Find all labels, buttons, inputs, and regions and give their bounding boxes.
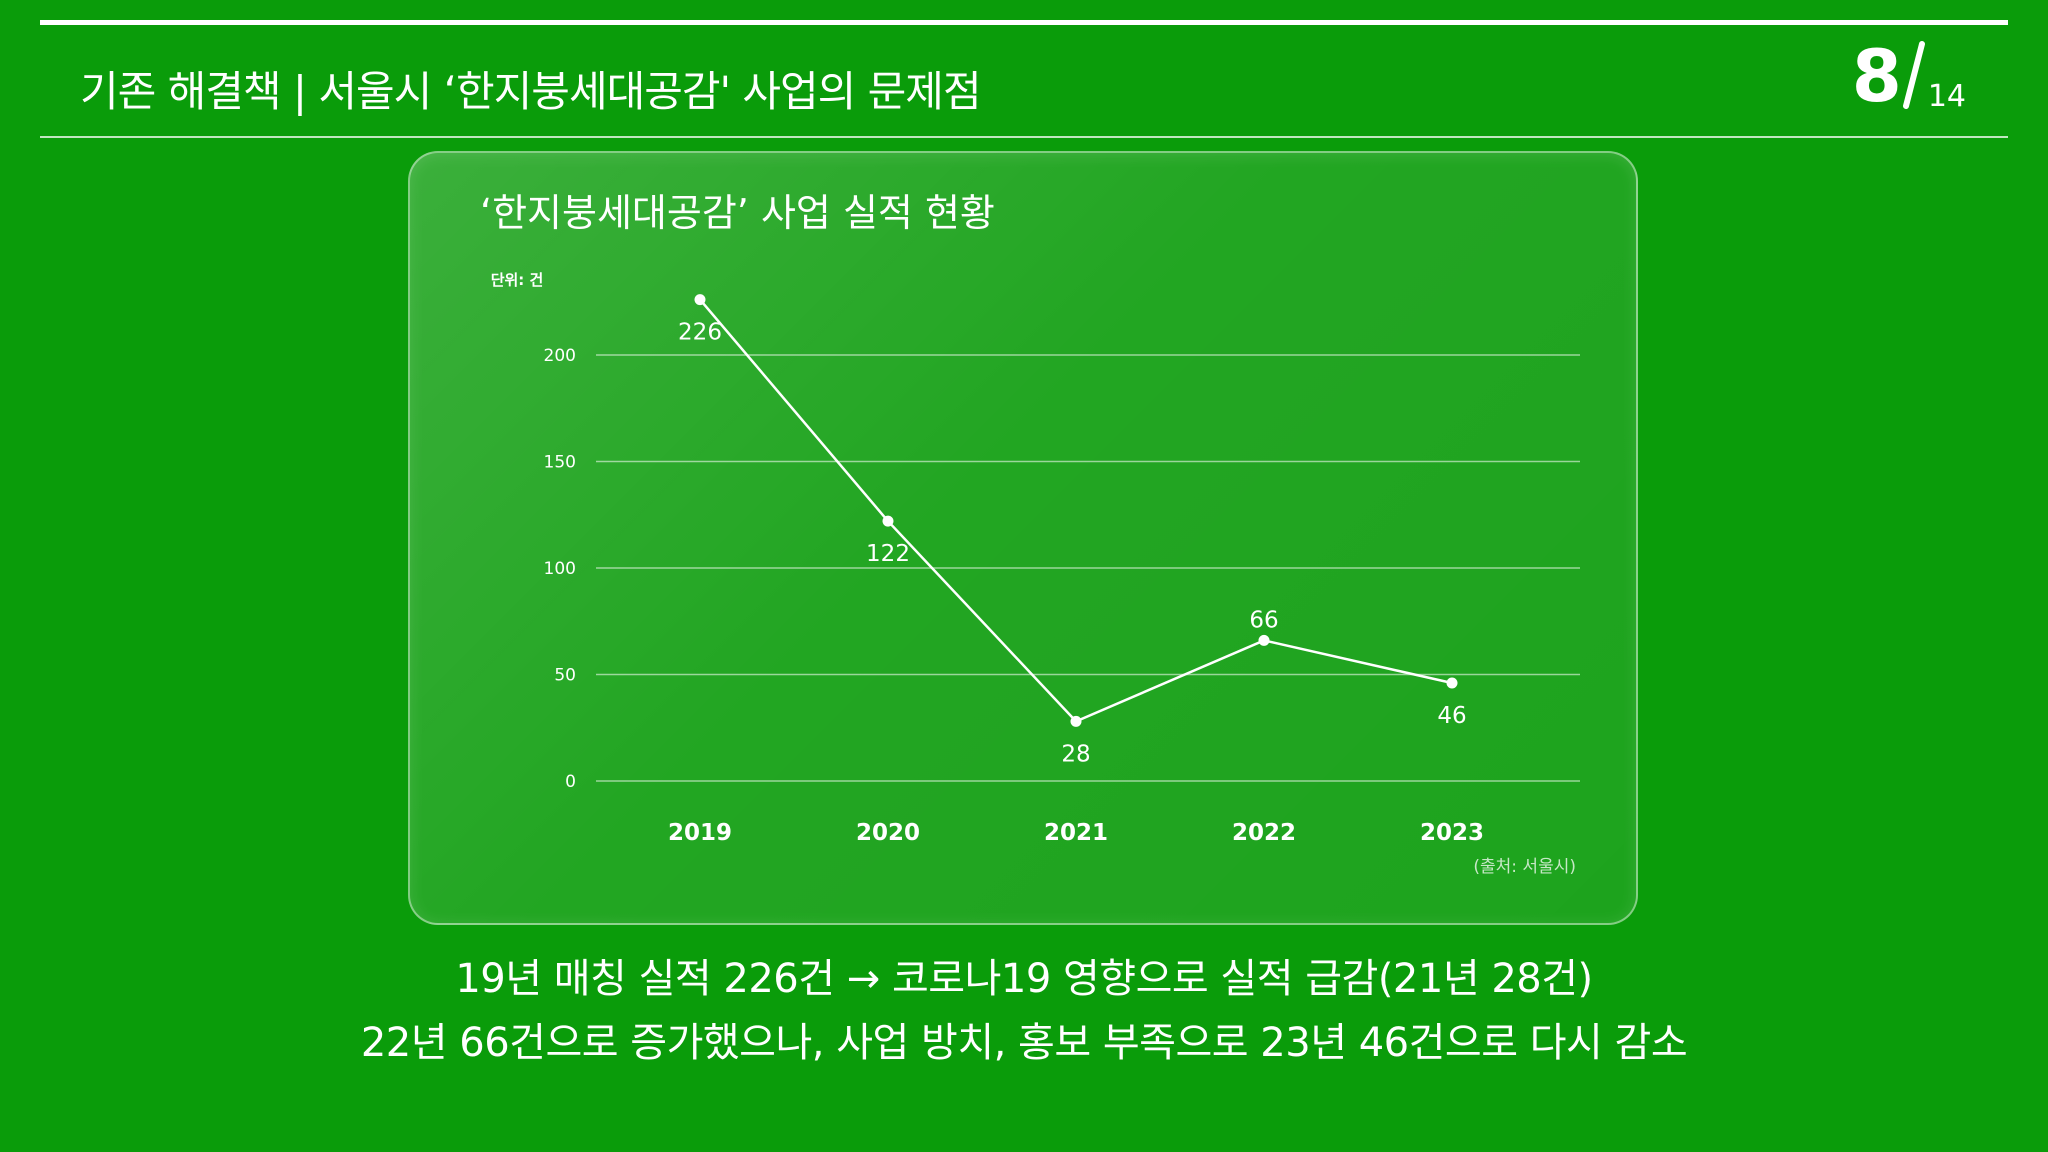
chart-title: ‘한지붕세대공감’ 사업 실적 현황 xyxy=(480,191,995,235)
x-tick-label: 2021 xyxy=(1044,820,1108,846)
source-note: (출처: 서울시) xyxy=(1473,857,1576,877)
series-layer xyxy=(694,294,1458,727)
y-tick-label: 150 xyxy=(544,453,576,473)
page-total-number: 14 xyxy=(1927,79,1966,114)
data-label: 66 xyxy=(1249,607,1278,633)
data-point xyxy=(694,294,706,306)
x-tick-label: 2019 xyxy=(668,820,732,846)
y-tick-label: 100 xyxy=(544,559,576,579)
data-point xyxy=(1070,715,1082,727)
y-tick-label: 0 xyxy=(565,772,576,792)
data-labels: 226 122 28 66 46 xyxy=(678,320,1467,768)
data-point xyxy=(1258,634,1270,646)
x-tick-label: 2023 xyxy=(1420,820,1484,846)
page-current-number: 8 xyxy=(1851,34,1902,118)
page-title: 기존 해결책 | 서울시 ‘한지붕세대공감' 사업의 문제점 xyxy=(80,67,982,116)
header-divider xyxy=(40,136,2008,138)
x-axis-ticks: 2019 2020 2021 2022 2023 xyxy=(668,820,1484,846)
y-axis-ticks: 0 50 100 150 200 xyxy=(544,346,576,792)
page-indicator: 8 14 xyxy=(1852,36,1966,116)
data-label: 28 xyxy=(1061,741,1090,767)
x-tick-label: 2022 xyxy=(1232,820,1296,846)
caption-line-1: 19년 매칭 실적 226건 → 코로나19 영향으로 실적 급감(21년 28… xyxy=(455,956,1593,1002)
y-tick-label: 200 xyxy=(544,346,576,366)
data-label: 122 xyxy=(866,541,910,567)
line-chart: ‘한지붕세대공감’ 사업 실적 현황 단위: 건 0 50 100 150 200 20… xyxy=(480,191,1580,877)
unit-label: 단위: 건 xyxy=(491,271,544,289)
x-tick-label: 2020 xyxy=(856,820,920,846)
data-point xyxy=(882,515,894,527)
data-point xyxy=(1446,677,1458,689)
data-label: 46 xyxy=(1437,703,1466,729)
data-label: 226 xyxy=(678,320,722,346)
series-line xyxy=(699,298,1453,723)
y-tick-label: 50 xyxy=(554,666,576,686)
chart-card xyxy=(408,151,1638,925)
caption-line-2: 22년 66건으로 증가했으나, 사업 방치, 홍보 부족으로 23년 46건으… xyxy=(360,1020,1688,1066)
top-rule xyxy=(40,20,2008,25)
page-slash-icon xyxy=(1902,41,1925,109)
